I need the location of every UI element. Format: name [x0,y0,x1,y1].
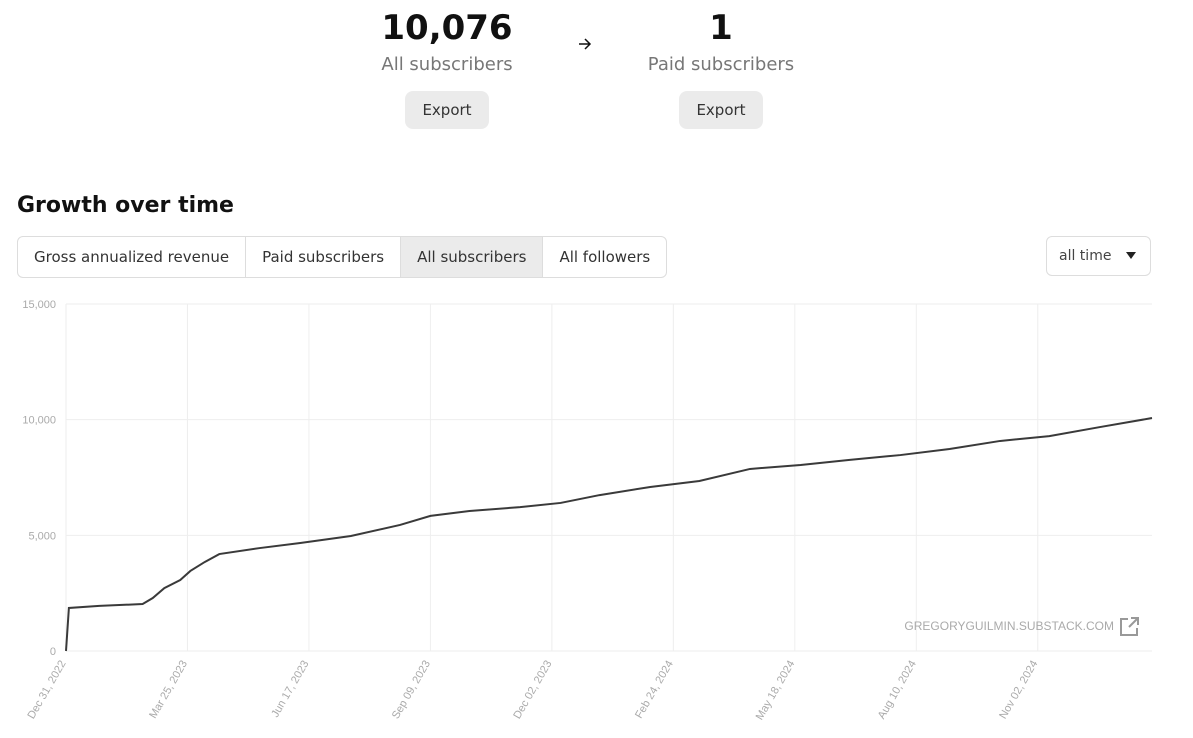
tab[interactable]: Gross annualized revenue [18,237,247,277]
range-select-value: all time [1059,248,1112,264]
x-tick-label: Dec 02, 2023 [511,659,554,722]
tab[interactable]: Paid subscribers [246,237,402,277]
stat-label: Paid subscribers [647,54,795,75]
export-button[interactable]: Export [679,91,763,129]
x-tick-label: Jun 17, 2023 [269,659,311,720]
stat: 1 Paid subscribers Export [621,8,821,129]
tab[interactable]: All followers [559,248,651,266]
tab[interactable]: All subscribers [401,237,544,277]
y-tick-label: 15,000 [22,299,56,311]
watermark: GREGORYGUILMIN.SUBSTACK.COM [904,619,1114,633]
x-tick-label: May 18, 2024 [754,659,798,723]
data-line [65,417,1153,652]
stat: 10,076 All subscribers Export [347,8,547,129]
x-tick-label: Dec 31, 2022 [25,659,68,722]
stat-label: All subscribers [381,54,513,75]
x-tick-label: Nov 02, 2024 [997,659,1040,722]
dropdown-caret [1126,252,1136,259]
chart: Nov 02, 2024 Aug 10, 2024 May 18, 2024 Feb … [22,299,1153,723]
x-tick-label: Sep 09, 2023 [390,659,433,722]
export-button[interactable]: Export [405,91,489,129]
stat-value: 10,076 [381,8,513,48]
y-tick-label: 5,000 [28,530,56,542]
arrow-icon [579,38,592,50]
x-tick-label: Feb 24, 2024 [633,659,676,721]
section-title: Growth over time [17,193,234,218]
stat-value: 1 [709,8,733,48]
y-tick-label: 10,000 [22,415,56,427]
x-tick-label: Aug 10, 2024 [876,659,919,722]
y-tick-label: 0 [50,646,56,658]
range-select[interactable]: all time [1046,236,1151,276]
x-tick-label: Mar 25, 2023 [147,659,190,721]
tab-bar: Gross annualized revenue Paid subscriber… [17,236,668,278]
external-link-icon [1120,617,1139,636]
